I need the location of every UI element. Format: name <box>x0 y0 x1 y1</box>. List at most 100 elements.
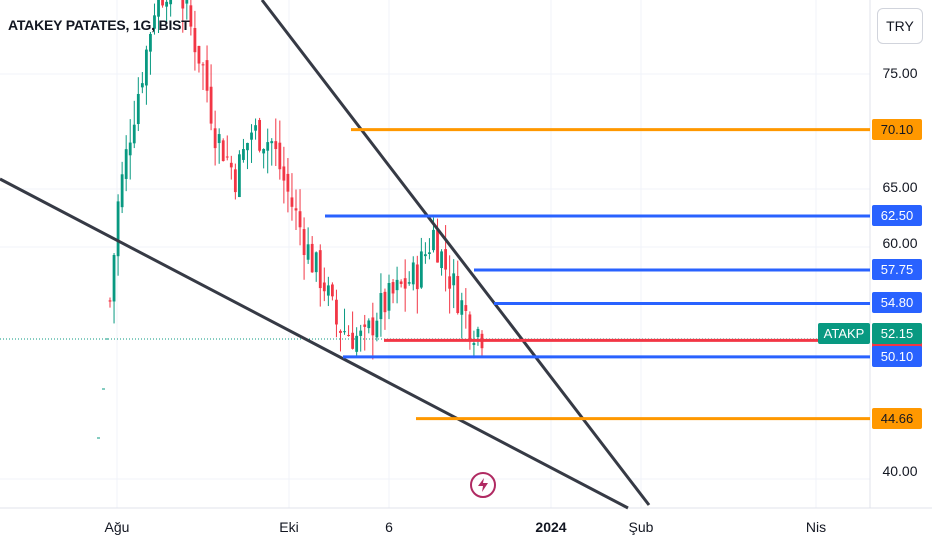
candle-body <box>347 334 350 336</box>
candle-body <box>262 149 266 154</box>
candle-body <box>375 320 379 338</box>
candle-body <box>233 169 237 193</box>
candle-body <box>415 264 419 290</box>
candle-body <box>250 132 253 140</box>
candle-body <box>407 282 411 284</box>
time-axis-tick: Eki <box>279 519 299 535</box>
candle-body <box>136 93 140 125</box>
last-price-symbol-badge: ATAKP <box>818 322 870 344</box>
candle-body <box>460 300 464 315</box>
candle-body <box>189 5 193 27</box>
candle-body <box>181 0 185 9</box>
candle-body <box>419 251 423 288</box>
level-price-badge: 62.50 <box>872 205 922 226</box>
candle-body <box>161 0 164 6</box>
candle-body <box>254 125 257 131</box>
candle-body <box>266 142 270 151</box>
candle-body <box>318 250 322 289</box>
candle-body <box>290 197 294 207</box>
level-price-badge: 54.80 <box>872 292 922 314</box>
candle-body <box>229 162 233 168</box>
candle-body <box>112 254 116 302</box>
candle-body <box>185 0 189 4</box>
candle-body <box>472 343 476 345</box>
candle-body <box>120 174 124 208</box>
candle-body <box>165 1 169 7</box>
price-axis-tick: 75.00 <box>882 65 918 81</box>
candle-body <box>246 142 249 151</box>
candle-body <box>464 305 468 311</box>
last-price-badge: 52.15 <box>872 322 922 344</box>
level-price-badge: 50.10 <box>872 345 922 367</box>
candle-body <box>298 211 302 228</box>
candle-body <box>205 60 209 91</box>
candle-body <box>326 285 330 296</box>
candle-body <box>379 293 383 320</box>
candle-body <box>310 243 314 273</box>
candle-body <box>391 282 395 294</box>
candle-body <box>201 64 205 66</box>
candle-body <box>270 141 274 144</box>
upper-trendline <box>260 0 651 506</box>
time-axis-tick: Ağu <box>104 519 130 535</box>
candle-body <box>432 229 435 251</box>
candle-body <box>343 331 346 333</box>
candle-body <box>140 83 144 88</box>
candle-body <box>395 279 399 291</box>
candle-body <box>108 300 112 302</box>
candle-body <box>322 282 326 292</box>
candle-body <box>274 141 278 150</box>
level-price-badge: 44.66 <box>872 407 922 429</box>
time-axis-tick: 2024 <box>535 519 567 535</box>
lightning-icon[interactable] <box>470 472 496 498</box>
candle-body <box>286 173 290 192</box>
candle-body <box>359 330 363 336</box>
candle-body <box>436 230 439 263</box>
candle-body <box>213 128 217 149</box>
candle-body <box>144 49 148 86</box>
time-axis-tick: Şub <box>628 519 654 535</box>
price-axis-tick: 40.00 <box>882 462 918 479</box>
time-axis-tick: 6 <box>385 519 393 535</box>
candle-body <box>335 299 338 325</box>
candle-body <box>132 124 136 144</box>
candle-body <box>403 278 407 289</box>
candle-body <box>355 335 359 352</box>
candle-body <box>468 314 472 342</box>
candle-body <box>411 262 415 285</box>
candle-body <box>124 149 128 179</box>
price-axis-tick: 60.00 <box>882 235 918 252</box>
candle-body <box>339 330 342 333</box>
candle-body <box>456 275 460 313</box>
candle-body <box>128 142 132 156</box>
candle-body <box>314 252 318 273</box>
candle-body <box>330 284 334 297</box>
candle-body <box>278 142 282 170</box>
candle-body <box>157 0 160 17</box>
candle-body <box>428 252 431 254</box>
price-axis-tick: 65.00 <box>882 178 918 195</box>
candle-body <box>302 229 306 256</box>
currency-button[interactable]: TRY <box>877 8 923 44</box>
candle-body <box>197 45 201 64</box>
symbol-title: ATAKEY PATATES, 1G, BIST <box>8 17 190 33</box>
candle-body <box>306 244 310 260</box>
candle-body <box>387 282 391 311</box>
candle-body <box>371 317 375 336</box>
candle-body <box>153 15 156 29</box>
candle-body <box>169 0 173 5</box>
candle-body <box>351 332 355 349</box>
candle-body <box>452 273 456 286</box>
candle-body <box>282 166 286 181</box>
candle-body <box>217 134 221 144</box>
candle-body <box>367 320 371 329</box>
candle-body <box>242 149 245 160</box>
candle-body <box>294 208 298 211</box>
candle-body <box>383 291 387 313</box>
candle-body <box>149 33 152 52</box>
candle-body <box>440 251 443 269</box>
level-price-badge: 70.10 <box>872 118 922 140</box>
candle-body <box>423 254 427 257</box>
